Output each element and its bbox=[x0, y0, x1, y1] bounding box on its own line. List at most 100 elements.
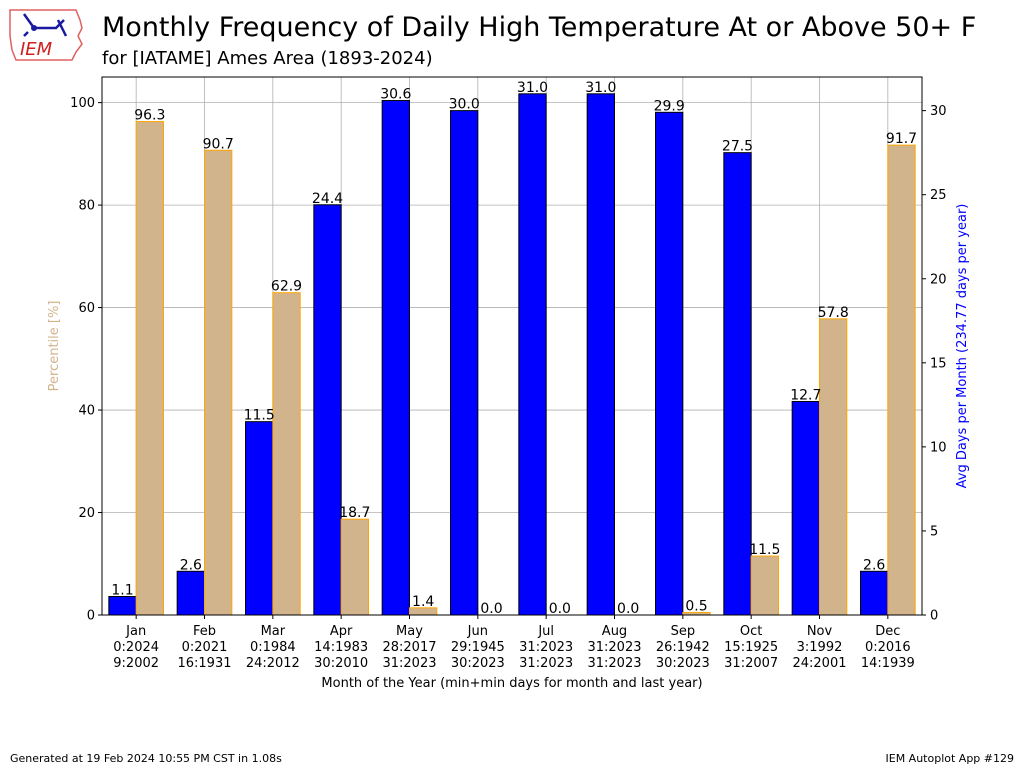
bar-label-avg-days-jan: 1.1 bbox=[111, 583, 133, 599]
x-tick-label-jul: Jul 31:2023 31:2023 bbox=[519, 624, 573, 671]
bar-avg-days-jun bbox=[450, 110, 479, 616]
x-tick-label-line: Dec bbox=[875, 624, 900, 639]
bar-label-avg-days-may: 30.6 bbox=[380, 87, 411, 103]
x-tick-label-line: 0:2024 bbox=[113, 640, 159, 655]
x-tick-label-dec: Dec 0:2016 14:1939 bbox=[861, 624, 915, 671]
bar-avg-days-apr bbox=[313, 204, 342, 616]
generated-timestamp: Generated at 19 Feb 2024 10:55 PM CST in… bbox=[10, 752, 282, 765]
bar-label-avg-days-mar: 11.5 bbox=[244, 408, 275, 424]
x-tick-label-line: 26:1942 bbox=[656, 640, 710, 655]
plot-frame bbox=[101, 76, 923, 616]
bar-label-avg-days-aug: 31.0 bbox=[585, 80, 616, 96]
left-tick-label: 100 bbox=[70, 96, 95, 111]
bar-avg-days-may bbox=[381, 100, 410, 616]
bar-label-avg-days-oct: 27.5 bbox=[722, 139, 753, 155]
x-tick-label-line: 31:2023 bbox=[519, 656, 573, 671]
x-axis-label: Month of the Year (min+min days for mont… bbox=[321, 676, 702, 691]
bar-label-avg-days-feb: 2.6 bbox=[180, 557, 202, 573]
left-axis-label: Percentile [%] bbox=[47, 301, 62, 392]
left-tick-label: 60 bbox=[78, 301, 95, 316]
x-tick-label-line: 31:2023 bbox=[519, 640, 573, 655]
bar-label-percentile-may: 1.4 bbox=[412, 594, 434, 610]
chart-title: Monthly Frequency of Daily High Temperat… bbox=[102, 12, 977, 43]
x-tick-label-feb: Feb 0:2021 16:1931 bbox=[177, 624, 231, 671]
bar-avg-days-sep bbox=[655, 111, 684, 616]
x-tick-label-oct: Oct 15:1925 31:2007 bbox=[724, 624, 778, 671]
bar-label-avg-days-jul: 31.0 bbox=[517, 80, 548, 96]
x-tick-label-line: Feb bbox=[193, 624, 216, 639]
x-tick-label-line: 0:1984 bbox=[250, 640, 296, 655]
bar-label-percentile-nov: 57.8 bbox=[818, 305, 849, 321]
x-tick-label-line: Mar bbox=[261, 624, 286, 639]
x-tick-label-line: May bbox=[396, 624, 423, 639]
x-axis-ticks: Jan 0:2024 9:2002 Feb 0:2021 16:1931 Mar 0:1984… bbox=[113, 615, 915, 671]
bar-label-avg-days-jun: 30.0 bbox=[449, 97, 480, 113]
x-tick-label-line: 3:1992 bbox=[797, 640, 843, 655]
x-tick-label-line: Jan bbox=[125, 624, 146, 639]
right-tick-label: 15 bbox=[930, 356, 947, 371]
x-tick-label-line: Oct bbox=[740, 624, 762, 639]
bar-label-percentile-mar: 62.9 bbox=[271, 279, 302, 295]
right-tick-label: 30 bbox=[930, 104, 947, 119]
x-tick-label-line: 29:1945 bbox=[451, 640, 505, 655]
x-tick-label-line: 30:2023 bbox=[656, 656, 710, 671]
bars bbox=[108, 93, 916, 616]
x-tick-label-apr: Apr 14:1983 30:2010 bbox=[314, 624, 368, 671]
bar-avg-days-aug bbox=[586, 93, 616, 616]
x-tick-label-line: Aug bbox=[602, 624, 627, 639]
left-tick-label: 0 bbox=[87, 609, 95, 624]
bar-label-avg-days-dec: 2.6 bbox=[863, 557, 885, 573]
bar-percentile-nov bbox=[819, 318, 848, 616]
bar-label-percentile-jul: 0.0 bbox=[549, 601, 571, 617]
bar-label-percentile-sep: 0.5 bbox=[685, 598, 707, 614]
weather-station-icon bbox=[22, 13, 68, 37]
x-tick-label-mar: Mar 0:1984 24:2012 bbox=[246, 624, 300, 671]
x-tick-label-line: Sep bbox=[671, 624, 696, 639]
bar-avg-days-jan bbox=[108, 596, 137, 616]
x-tick-label-line: 14:1939 bbox=[861, 656, 915, 671]
x-tick-label-line: 31:2007 bbox=[724, 656, 778, 671]
bar-label-percentile-aug: 0.0 bbox=[617, 601, 639, 617]
x-tick-label-line: 30:2010 bbox=[314, 656, 368, 671]
x-tick-label-aug: Aug 31:2023 31:2023 bbox=[587, 624, 641, 671]
bar-percentile-mar bbox=[272, 292, 301, 616]
bar-label-percentile-jun: 0.0 bbox=[480, 601, 502, 617]
x-tick-label-line: 28:2017 bbox=[382, 640, 436, 655]
bar-avg-days-mar bbox=[245, 421, 274, 616]
chart-subtitle: for [IATAME] Ames Area (1893-2024) bbox=[102, 48, 433, 69]
bar-avg-days-jul bbox=[518, 93, 547, 616]
x-tick-label-line: 30:2023 bbox=[451, 656, 505, 671]
right-tick-label: 25 bbox=[930, 188, 947, 203]
app-id: IEM Autoplot App #129 bbox=[885, 752, 1015, 765]
x-tick-label-line: Jul bbox=[537, 624, 554, 639]
x-tick-label-line: 0:2021 bbox=[182, 640, 228, 655]
x-tick-label-jan: Jan 0:2024 9:2002 bbox=[113, 624, 159, 671]
bar-label-avg-days-nov: 12.7 bbox=[790, 387, 821, 403]
bar-value-labels: 1.1 96.3 2.6 90.7 11.5 62.9 24.4 18.7 30.6 1.4 30.… bbox=[111, 80, 917, 617]
right-axis-ticks: 0 5 10 15 20 25 30 bbox=[922, 104, 947, 624]
right-tick-label: 20 bbox=[930, 272, 947, 287]
left-tick-label: 20 bbox=[78, 506, 95, 521]
x-tick-label-line: Nov bbox=[807, 624, 833, 639]
bar-label-percentile-dec: 91.7 bbox=[886, 131, 917, 147]
x-tick-label-nov: Nov 3:1992 24:2001 bbox=[792, 624, 846, 671]
iowa-outline-icon bbox=[9, 9, 83, 61]
logo-text: IEM bbox=[20, 39, 53, 60]
x-tick-label-line: 24:2001 bbox=[792, 656, 846, 671]
left-tick-label: 40 bbox=[78, 404, 95, 419]
x-tick-label-line: 31:2023 bbox=[587, 656, 641, 671]
left-tick-label: 80 bbox=[78, 199, 95, 214]
bar-avg-days-dec bbox=[860, 570, 889, 616]
bar-percentile-feb bbox=[204, 149, 233, 616]
bar-avg-days-oct bbox=[723, 152, 752, 616]
bar-label-avg-days-sep: 29.9 bbox=[654, 98, 685, 114]
x-tick-label-line: 15:1925 bbox=[724, 640, 778, 655]
x-tick-label-line: Apr bbox=[330, 624, 353, 639]
bar-label-percentile-apr: 18.7 bbox=[339, 505, 370, 521]
bar-percentile-oct bbox=[750, 555, 780, 616]
x-tick-label-line: Jun bbox=[467, 624, 488, 639]
x-tick-label-line: 14:1983 bbox=[314, 640, 368, 655]
iem-logo: IEM bbox=[9, 9, 83, 61]
right-tick-label: 0 bbox=[930, 609, 938, 624]
x-tick-label-line: 16:1931 bbox=[177, 656, 231, 671]
